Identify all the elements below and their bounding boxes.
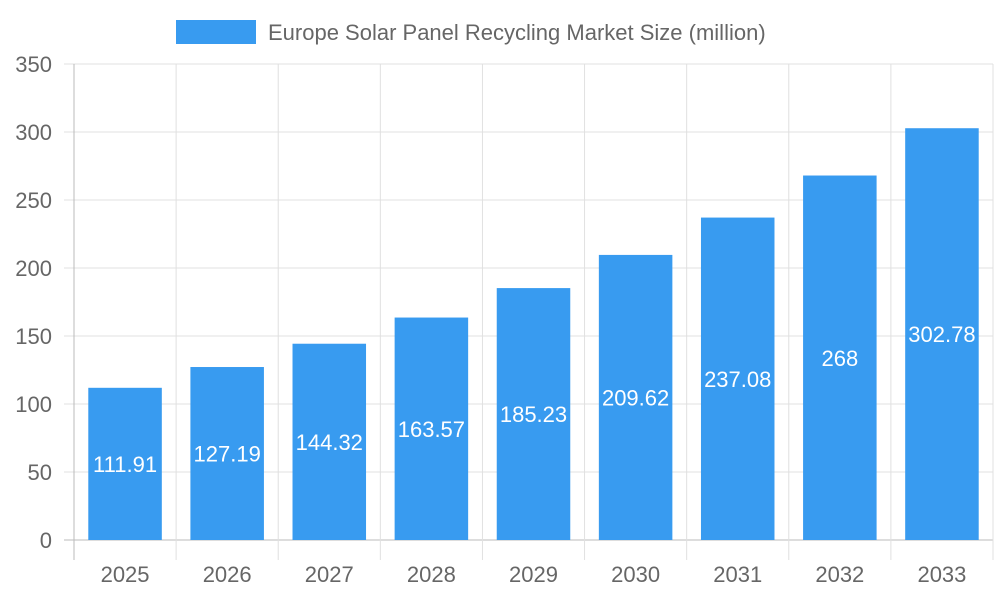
- x-axis: 2025 2026 2027 2028 2029 2030 2031 2032 2033: [101, 562, 967, 587]
- grid: [64, 63, 994, 560]
- y-tick-label: 100: [15, 392, 52, 417]
- y-tick-label: 300: [15, 120, 52, 145]
- legend-label: Europe Solar Panel Recycling Market Size…: [268, 20, 766, 45]
- legend[interactable]: Europe Solar Panel Recycling Market Size…: [176, 20, 766, 45]
- bar: [88, 387, 162, 540]
- bar: [496, 288, 571, 540]
- data-label: 185.23: [500, 402, 567, 427]
- x-tick-label: 2027: [305, 562, 354, 587]
- y-tick-label: 150: [15, 324, 52, 349]
- bar: [905, 128, 979, 541]
- data-label: 163.57: [398, 417, 465, 442]
- x-tick-label: 2025: [101, 562, 150, 587]
- y-axis: 0 50 100 150 200 250 300 350: [15, 52, 52, 553]
- y-tick-label: 250: [15, 188, 52, 213]
- data-label: 127.19: [194, 442, 261, 467]
- data-label: 237.08: [704, 367, 771, 392]
- data-label: 268: [821, 346, 858, 371]
- x-tick-label: 2031: [713, 562, 762, 587]
- x-tick-label: 2032: [815, 562, 864, 587]
- legend-swatch: [176, 20, 256, 44]
- bar: [190, 367, 264, 540]
- y-tick-label: 50: [28, 460, 52, 485]
- bars: [88, 128, 979, 541]
- bar: [394, 317, 469, 540]
- bar: [292, 343, 367, 540]
- bar: [700, 217, 775, 540]
- y-tick-label: 350: [15, 52, 52, 77]
- x-tick-label: 2026: [203, 562, 252, 587]
- bar: [598, 254, 673, 540]
- y-tick-label: 200: [15, 256, 52, 281]
- bar: [803, 175, 877, 540]
- data-label: 302.78: [908, 322, 975, 347]
- data-label: 111.91: [93, 452, 157, 477]
- x-tick-label: 2033: [917, 562, 966, 587]
- data-labels: 111.91 127.19 144.32 163.57 185.23 209.62 237.…: [93, 322, 976, 477]
- data-label: 209.62: [602, 385, 669, 410]
- x-tick-label: 2030: [611, 562, 660, 587]
- x-tick-label: 2028: [407, 562, 456, 587]
- data-label: 144.32: [296, 430, 363, 455]
- y-tick-label: 0: [40, 528, 52, 553]
- x-tick-label: 2029: [509, 562, 558, 587]
